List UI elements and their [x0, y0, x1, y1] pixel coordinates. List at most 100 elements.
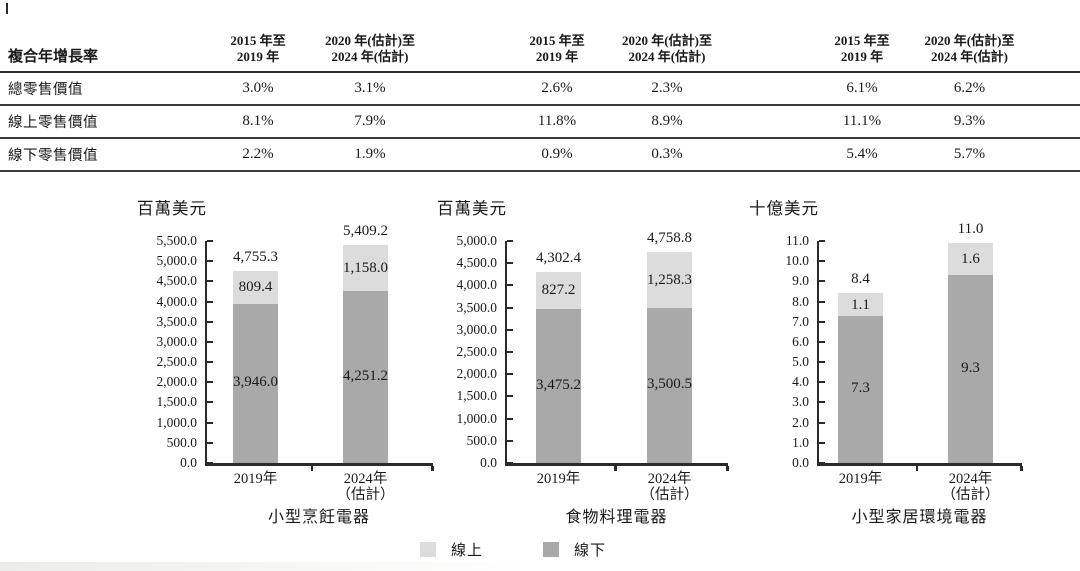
y-tick-mark [207, 421, 213, 424]
y-tick-mark [207, 441, 213, 444]
y-tick-label: 0.0 [180, 455, 197, 470]
online-bar-segment [838, 293, 883, 316]
x-tick-mark [310, 466, 313, 471]
y-axis-line [205, 241, 207, 463]
y-tick-label: 1,500.0 [456, 388, 498, 404]
y-tick-mark [507, 328, 513, 331]
y-tick-mark [819, 280, 825, 283]
online-value-label: 1.6 [961, 251, 980, 268]
offline-bar-segment [343, 291, 388, 463]
cell-value: 3.0% [242, 79, 274, 96]
y-tick-label: 4,000.0 [456, 277, 498, 293]
cagr-row-header: 複合年增長率 [8, 48, 99, 65]
unit-label: 百萬美元 [137, 199, 207, 218]
row-label-offline-retail: 線下零售價值 [8, 147, 98, 164]
category-label: 2019年 [536, 471, 581, 487]
total-value-label: 8.4 [851, 271, 870, 288]
col-header-3-line2: 2019 年 [535, 49, 579, 65]
x-tick-mark [915, 466, 918, 471]
online-value-label: 1.1 [851, 296, 870, 313]
y-tick-mark [819, 441, 825, 444]
col-header-2-line2: 2024 年(估計) [331, 49, 409, 65]
y-tick-label: 8.0 [792, 293, 809, 309]
unit-label: 百萬美元 [437, 199, 507, 218]
online-value-label: 1,158.0 [343, 260, 388, 277]
x-tick-mark [1020, 466, 1023, 471]
y-tick-label: 5,000.0 [456, 233, 498, 248]
scan-artifact-mark [6, 3, 8, 14]
online-bar-segment [233, 271, 278, 304]
y-tick-label: 500.0 [166, 434, 197, 450]
offline-bar-segment [233, 303, 278, 463]
offline-bar-segment [536, 308, 581, 463]
y-tick-mark [207, 240, 213, 242]
cell-value: 11.1% [842, 112, 882, 129]
y-tick-label: 9.0 [792, 273, 809, 289]
cell-value: 7.9% [354, 112, 386, 129]
legend-label-online: 線上 [451, 543, 484, 559]
offline-value-label: 9.3 [961, 360, 980, 377]
col-header-4: 2020 年(估計)至 2024 年(估計) [612, 33, 722, 66]
offline-value-label: 3,946.0 [233, 374, 278, 391]
y-tick-label: 2,000.0 [156, 374, 198, 390]
y-tick-label: 11.0 [785, 233, 809, 248]
y-tick-mark [207, 361, 213, 364]
cell-value: 9.3% [953, 112, 986, 129]
online-bar-segment [948, 243, 993, 276]
total-value-label: 4,758.8 [647, 229, 692, 246]
y-tick-mark [819, 421, 825, 424]
y-tick-mark [207, 280, 213, 283]
category-label: 2019年 [233, 471, 278, 487]
online-value-label: 809.4 [238, 279, 273, 296]
col-header-4-line1: 2020 年(估計)至 [622, 33, 712, 48]
cell-value: 6.1% [846, 79, 878, 96]
total-value-label: 4,755.3 [233, 249, 278, 266]
offline-value-label: 7.3 [851, 380, 870, 397]
y-tick-label: 3,000.0 [156, 333, 198, 349]
table-row: 線上零售價值 8.1% 7.9% 11.8% 8.9% 11.1% 9.3% [0, 106, 1080, 139]
y-tick-label: 7.0 [792, 313, 809, 329]
category-label: 2024年 （估計） [941, 471, 1000, 503]
col-header-2-line1: 2020 年(估計)至 [325, 33, 415, 48]
legend-item-offline: 線下 [543, 539, 606, 560]
y-tick-label: 5,500.0 [156, 233, 198, 248]
y-axis-line [505, 241, 507, 463]
charts-area: 百萬美元 5,500.0 5,000.0 4,500.0 4,000.0 3,500.0 3… [0, 195, 1080, 540]
cell-value: 0.9% [541, 145, 573, 162]
table-row: 線下零售價值 2.2% 1.9% 0.9% 0.3% 5.4% 5.7% [0, 139, 1080, 172]
chart-title: 小型家居環境電器 [851, 509, 988, 526]
col-header-3: 2015 年至 2019 年 [502, 33, 612, 66]
cell-value: 2.6% [541, 79, 573, 96]
offline-value-label: 3,500.5 [647, 376, 692, 393]
y-tick-mark [819, 300, 825, 303]
x-tick-mark [614, 466, 617, 471]
y-tick-label: 1,000.0 [456, 410, 498, 426]
y-tick-mark [507, 439, 513, 442]
col-header-3-line1: 2015 年至 [529, 33, 585, 48]
y-tick-label: 500.0 [466, 432, 497, 448]
col-header-5-line2: 2019 年 [840, 49, 884, 65]
online-bar-segment [536, 271, 581, 309]
online-bar-segment [647, 251, 692, 308]
cell-value: 8.1% [242, 112, 274, 129]
category-label: 2024年 （估計） [336, 471, 395, 503]
cell-value: 2.2% [242, 145, 274, 162]
chart-food-preparation-appliances: 百萬美元 5,000.0 4,500.0 4,000.0 3,500.0 3,000.0 2… [400, 195, 745, 540]
category-label: 2019年 [838, 471, 883, 487]
col-header-4-line2: 2024 年(估計) [628, 49, 706, 65]
total-value-label: 5,409.2 [343, 222, 388, 239]
cell-value: 0.3% [651, 145, 683, 162]
offline-value-label: 4,251.2 [343, 368, 388, 385]
col-header-5: 2015 年至 2019 年 [807, 33, 917, 66]
y-tick-label: 5,000.0 [156, 253, 198, 269]
offline-value-label: 3,475.2 [536, 376, 581, 393]
col-header-2: 2020 年(估計)至 2024 年(估計) [313, 33, 427, 66]
category-label: 2024年 （估計） [640, 471, 699, 503]
y-tick-label: 3.0 [792, 394, 809, 410]
chart-small-home-environment-appliances: 十億美元 11.0 10.0 9.0 8.0 7.0 6.0 5.0 4.0 3.0 2.0 1.0 0… [712, 195, 1057, 540]
y-tick-label: 0.0 [792, 455, 809, 470]
legend-label-offline: 線下 [574, 543, 607, 559]
y-tick-mark [207, 260, 213, 263]
y-tick-mark [819, 260, 825, 263]
